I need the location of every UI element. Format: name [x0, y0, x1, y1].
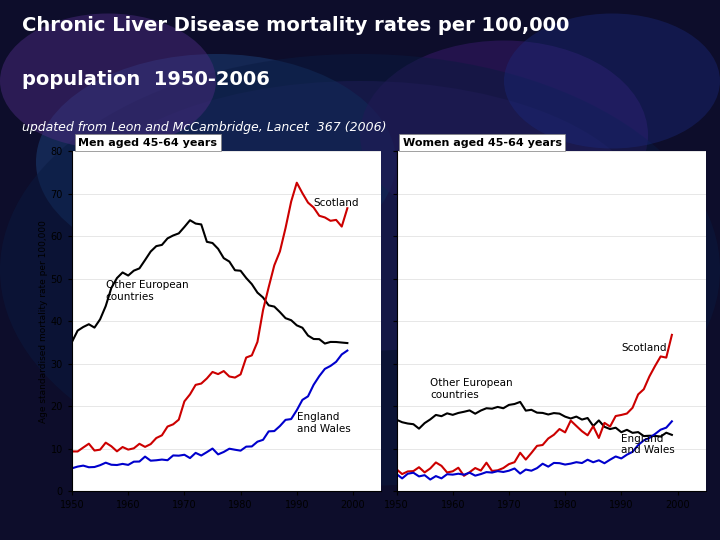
- Ellipse shape: [0, 54, 720, 486]
- Ellipse shape: [0, 14, 216, 148]
- Y-axis label: Age standardised mortality rate per 100,000: Age standardised mortality rate per 100,…: [39, 220, 48, 423]
- Text: Scotland: Scotland: [314, 199, 359, 208]
- Text: population  1950-2006: population 1950-2006: [22, 70, 269, 89]
- Text: Scotland: Scotland: [621, 343, 667, 353]
- Text: Other European
countries: Other European countries: [106, 280, 189, 302]
- Text: Chronic Liver Disease mortality rates per 100,000: Chronic Liver Disease mortality rates pe…: [22, 16, 569, 35]
- Text: Women aged 45-64 years: Women aged 45-64 years: [402, 138, 562, 148]
- Ellipse shape: [36, 54, 396, 270]
- Ellipse shape: [360, 40, 648, 230]
- Ellipse shape: [72, 81, 648, 351]
- Text: England
and Wales: England and Wales: [621, 434, 675, 455]
- Text: Other European
countries: Other European countries: [431, 378, 513, 400]
- Ellipse shape: [504, 14, 720, 148]
- Text: Men aged 45-64 years: Men aged 45-64 years: [78, 138, 217, 148]
- Text: England
and Wales: England and Wales: [297, 412, 351, 434]
- Text: updated from Leon and McCambridge, Lancet  367 (2006): updated from Leon and McCambridge, Lance…: [22, 122, 386, 134]
